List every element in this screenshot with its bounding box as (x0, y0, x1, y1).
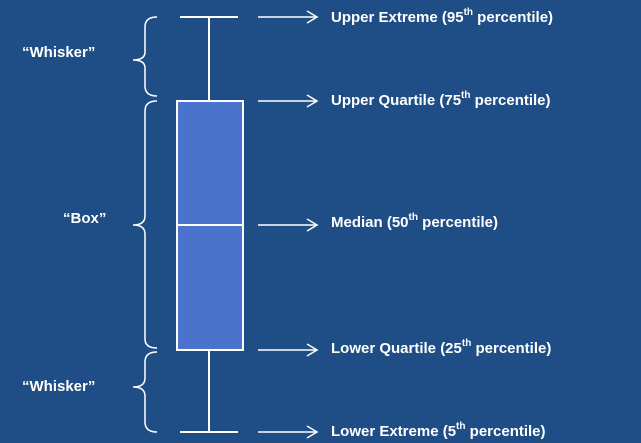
annotation-upper-quartile: Upper Quartile (75th percentile) (331, 90, 551, 110)
arrow-lower-quartile (258, 343, 319, 357)
annotation-median: Median (50th percentile) (331, 212, 499, 232)
arrow-lower-extreme (258, 425, 319, 439)
label-top-whisker: “Whisker” (22, 44, 96, 61)
annotation-upper-extreme: Upper Extreme (95th percentile) (331, 7, 554, 27)
annotation-lower-quartile: Lower Quartile (25th percentile) (331, 338, 552, 358)
arrow-upper-quartile (258, 94, 319, 108)
brace-box (132, 100, 158, 349)
annotation-lower-extreme: Lower Extreme (5th percentile) (331, 421, 546, 441)
brace-top-whisker (132, 16, 158, 97)
arrow-upper-extreme (258, 10, 319, 24)
arrow-median (258, 218, 319, 232)
label-bottom-whisker: “Whisker” (22, 378, 96, 395)
brace-bottom-whisker (132, 351, 158, 433)
label-box: “Box” (63, 210, 107, 227)
